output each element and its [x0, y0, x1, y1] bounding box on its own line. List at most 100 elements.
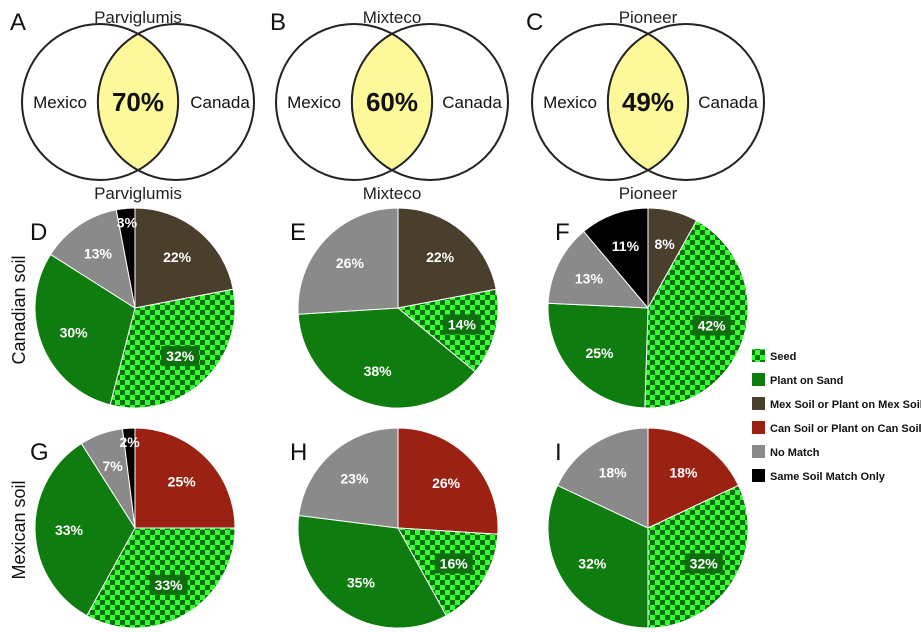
- slice-label-can-soil-or-plant-on-can-soil: 26%: [432, 475, 461, 491]
- slice-label-plant-on-sand: 33%: [55, 522, 84, 538]
- pie-slice-same-soil-match-only: [115, 207, 136, 309]
- pie-slice-no-match: [298, 427, 399, 529]
- legend-label-seed: Seed: [770, 351, 796, 363]
- pie-slice-plant-on-sand: [547, 302, 649, 409]
- legend-swatch-can-soil-or-plant-on-can-soil: [752, 421, 765, 434]
- slice-label-can-soil-or-plant-on-can-soil: 25%: [168, 473, 197, 489]
- pie-slice-no-match: [547, 230, 650, 309]
- pie-chart-f: 8% 42% 25% 13% 11%: [547, 207, 749, 409]
- legend-swatch-seed: [752, 349, 765, 362]
- row-label-canadian-soil: Canadian soil: [9, 255, 29, 364]
- slice-label-seed: 14%: [448, 316, 477, 332]
- pie-slice-no-match: [297, 207, 399, 315]
- slice-label-plant-on-sand: 38%: [364, 363, 393, 379]
- pie-column-title-mixteco: Mixteco: [363, 184, 422, 203]
- slice-label-plant-on-sand: 30%: [60, 324, 89, 340]
- slice-label-plant-on-sand: 25%: [585, 345, 614, 361]
- venn-title-a: Parviglumis: [94, 8, 182, 27]
- legend-swatch-same-soil-match-only: [752, 469, 765, 482]
- venn-overlap-b: [350, 32, 434, 172]
- slice-label-backdrop: [149, 574, 188, 595]
- panel-letter-b: B: [270, 9, 286, 36]
- slice-label-no-match: 26%: [336, 255, 365, 271]
- pie-slice-plant-on-sand: [547, 484, 649, 629]
- pie-chart-i: 18% 32% 32% 18%: [547, 427, 749, 629]
- legend-label-can-soil-or-plant-on-can-soil: Can Soil or Plant on Can Soil: [770, 423, 921, 435]
- venn-right-label-b: Canada: [442, 93, 502, 112]
- slice-label-mex-soil-or-plant-on-mex-soil: 22%: [163, 249, 192, 265]
- row-label-mexican-soil: Mexican soil: [9, 480, 29, 579]
- pie-slice-plant-on-sand: [297, 514, 447, 629]
- venn-overlap-c: [606, 32, 690, 172]
- venn-diagram-b: B Mixteco Mexico Canada 60%: [270, 8, 509, 181]
- slice-label-plant-on-sand: 35%: [347, 575, 376, 591]
- panel-letter-i: I: [555, 439, 562, 466]
- slice-label-seed: 16%: [440, 555, 469, 571]
- venn-diagram-a: A Parviglumis Mexico Canada 70%: [10, 8, 255, 181]
- pie-slice-plant-on-sand: [297, 307, 476, 409]
- panel-letter-f: F: [555, 219, 570, 246]
- panel-letter-h: H: [290, 439, 307, 466]
- slice-label-backdrop: [684, 553, 723, 574]
- venn-overlap-a: [96, 32, 180, 172]
- panel-letter-c: C: [526, 9, 543, 36]
- pie-slice-no-match: [49, 209, 136, 310]
- venn-diagram-c: C Pioneer Mexico Canada 49%: [526, 8, 765, 181]
- pie-slice-seed: [644, 219, 749, 409]
- pie-chart-g: 25% 33% 33% 7% 2%: [34, 427, 236, 629]
- venn-left-label-b: Mexico: [287, 93, 341, 112]
- slice-label-no-match: 18%: [599, 464, 628, 480]
- panel-letter-g: G: [30, 439, 49, 466]
- pie-slice-can-soil-or-plant-on-can-soil: [397, 427, 499, 535]
- slice-label-no-match: 23%: [340, 471, 369, 487]
- slice-label-can-soil-or-plant-on-can-soil: 18%: [669, 464, 698, 480]
- venn-right-label-a: Canada: [190, 93, 250, 112]
- pie-slice-can-soil-or-plant-on-can-soil: [134, 427, 236, 529]
- pie-column-title-pioneer: Pioneer: [619, 184, 678, 203]
- pie-column-title-parviglumis: Parviglumis: [94, 184, 182, 203]
- slice-label-no-match: 13%: [575, 271, 604, 287]
- legend-label-no-match: No Match: [770, 447, 820, 459]
- slice-label-no-match: 7%: [102, 458, 123, 474]
- slice-label-mex-soil-or-plant-on-mex-soil: 22%: [426, 249, 455, 265]
- venn-overlap-pct-c: 49%: [622, 87, 674, 117]
- venn-title-b: Mixteco: [363, 8, 422, 27]
- slice-label-backdrop: [161, 346, 200, 367]
- slice-label-seed: 32%: [690, 555, 719, 571]
- slice-label-seed: 32%: [166, 348, 195, 364]
- pie-chart-e: 22% 14% 38% 26%: [297, 207, 499, 409]
- slice-label-plant-on-sand: 32%: [578, 555, 607, 571]
- pie-slice-plant-on-sand: [34, 253, 136, 406]
- panel-letter-e: E: [290, 219, 306, 246]
- slice-label-seed: 42%: [698, 318, 727, 334]
- venn-left-label-a: Mexico: [33, 93, 87, 112]
- pie-chart-h: 26% 16% 35% 23%: [297, 427, 499, 629]
- pie-slice-same-soil-match-only: [121, 427, 136, 529]
- slice-label-backdrop: [692, 315, 731, 336]
- legend-swatch-mex-soil-or-plant-on-mex-soil: [752, 397, 765, 410]
- venn-title-c: Pioneer: [619, 8, 678, 27]
- pie-slice-mex-soil-or-plant-on-mex-soil: [134, 207, 234, 309]
- pie-slice-no-match: [556, 427, 649, 529]
- legend-swatch-no-match: [752, 445, 765, 458]
- pie-chart-d: 22% 32% 30% 13%3%: [34, 207, 236, 409]
- legend-swatch-plant-on-sand: [752, 373, 765, 386]
- panel-letter-d: D: [30, 219, 47, 246]
- pie-slice-can-soil-or-plant-on-can-soil: [647, 427, 740, 529]
- slice-label-same-soil-match-only: 3%: [117, 214, 138, 230]
- legend-label-same-soil-match-only: Same Soil Match Only: [770, 471, 886, 483]
- slice-label-backdrop: [434, 553, 473, 574]
- venn-overlap-pct-a: 70%: [112, 87, 164, 117]
- venn-overlap-pct-b: 60%: [366, 87, 418, 117]
- pie-slice-plant-on-sand: [34, 442, 136, 617]
- slice-label-same-soil-match-only: 11%: [612, 238, 640, 254]
- pie-slice-mex-soil-or-plant-on-mex-soil: [397, 207, 497, 309]
- slice-label-same-soil-match-only: 2%: [119, 434, 140, 450]
- panel-letter-a: A: [10, 9, 26, 36]
- slice-label-seed: 33%: [155, 577, 184, 593]
- legend-label-plant-on-sand: Plant on Sand: [770, 375, 843, 387]
- slice-label-mex-soil-or-plant-on-mex-soil: 8%: [654, 236, 675, 252]
- pie-slice-same-soil-match-only: [583, 207, 649, 310]
- slice-label-no-match: 13%: [84, 245, 113, 261]
